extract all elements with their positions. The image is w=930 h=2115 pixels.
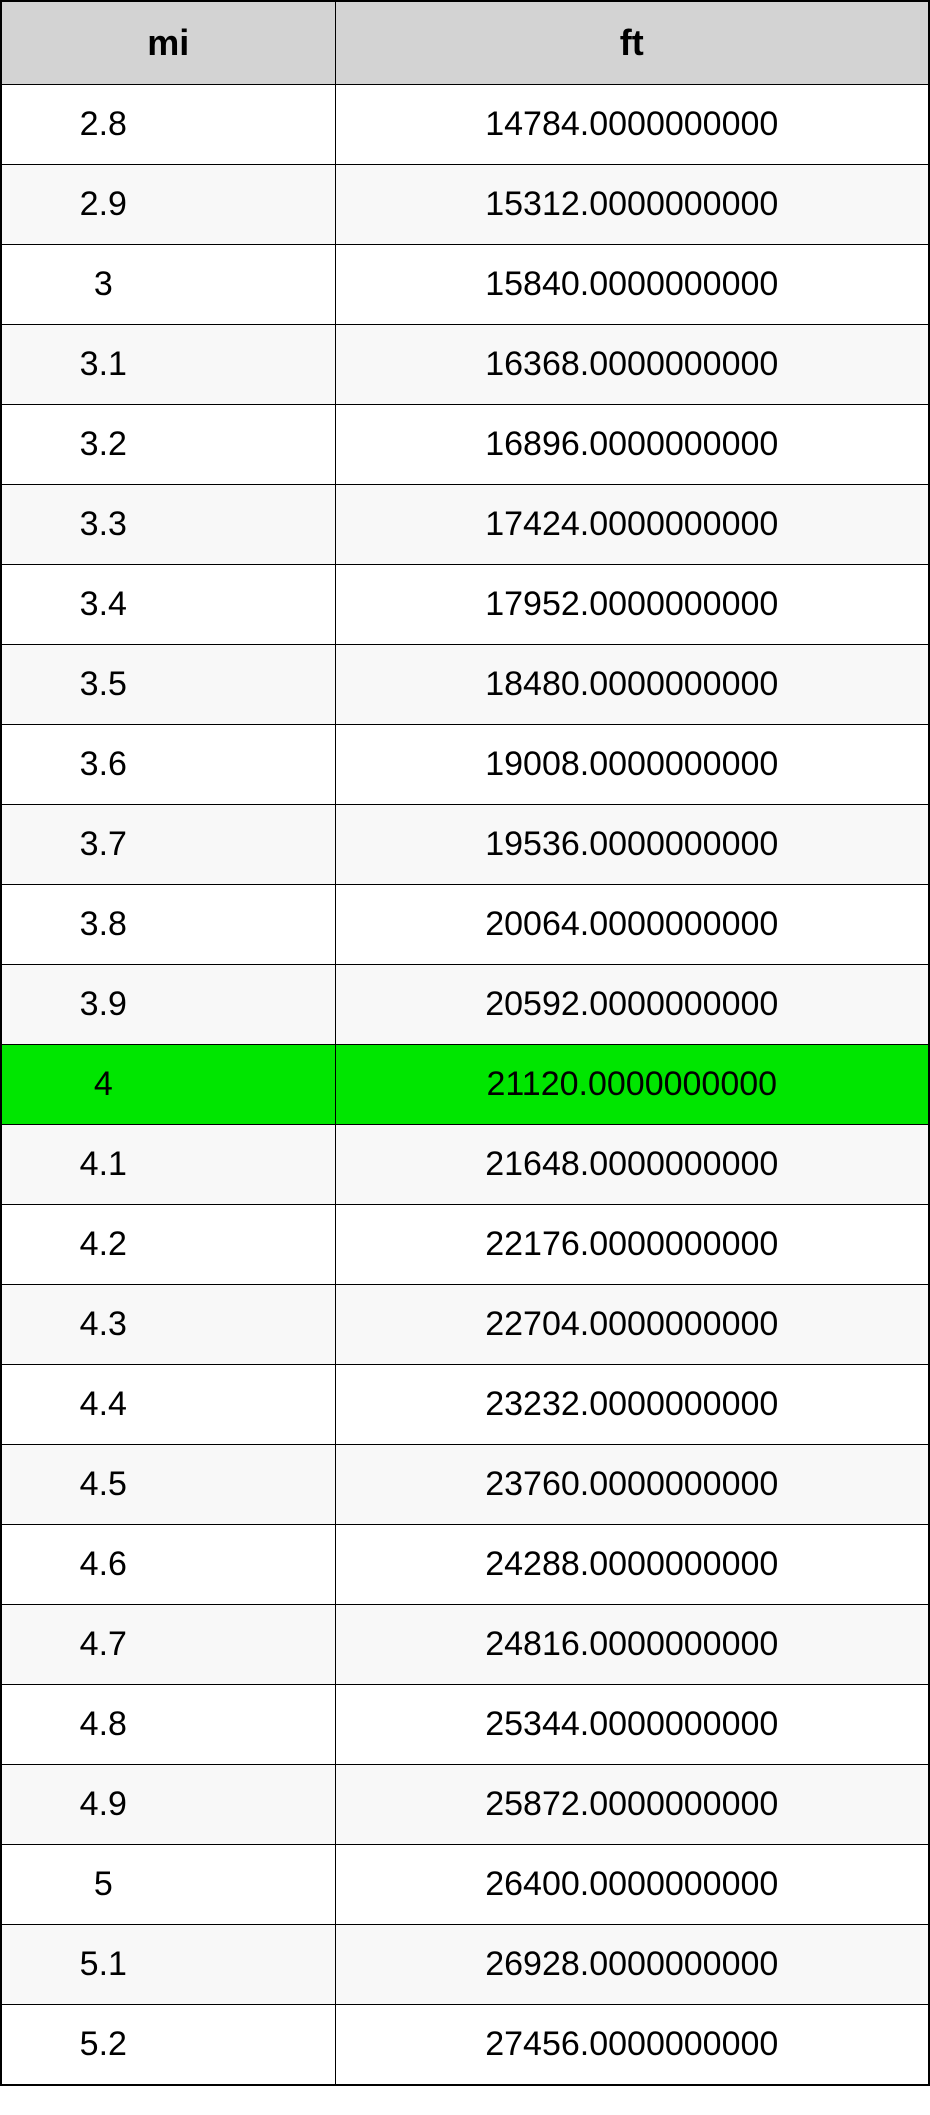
table-row: 4.121648.0000000000 <box>1 1125 929 1205</box>
cell-ft: 20064.0000000000 <box>335 885 929 965</box>
table-row: 5.227456.0000000000 <box>1 2005 929 2086</box>
table-row: 4.222176.0000000000 <box>1 1205 929 1285</box>
cell-mi: 4.2 <box>1 1205 335 1285</box>
cell-ft: 26400.0000000000 <box>335 1845 929 1925</box>
table-row: 3.820064.0000000000 <box>1 885 929 965</box>
cell-ft: 17424.0000000000 <box>335 485 929 565</box>
table-row: 2.915312.0000000000 <box>1 165 929 245</box>
cell-ft: 23232.0000000000 <box>335 1365 929 1445</box>
cell-mi: 3.9 <box>1 965 335 1045</box>
cell-mi: 4.7 <box>1 1605 335 1685</box>
table-row: 315840.0000000000 <box>1 245 929 325</box>
cell-mi: 4.1 <box>1 1125 335 1205</box>
table-row: 3.719536.0000000000 <box>1 805 929 885</box>
table-row: 421120.0000000000 <box>1 1045 929 1125</box>
cell-ft: 24816.0000000000 <box>335 1605 929 1685</box>
cell-ft: 16896.0000000000 <box>335 405 929 485</box>
table-row: 3.518480.0000000000 <box>1 645 929 725</box>
table-row: 526400.0000000000 <box>1 1845 929 1925</box>
cell-mi: 3.2 <box>1 405 335 485</box>
cell-mi: 4.5 <box>1 1445 335 1525</box>
table-row: 4.523760.0000000000 <box>1 1445 929 1525</box>
cell-mi: 3 <box>1 245 335 325</box>
cell-mi: 5.2 <box>1 2005 335 2086</box>
table-row: 3.317424.0000000000 <box>1 485 929 565</box>
cell-mi: 4.4 <box>1 1365 335 1445</box>
cell-mi: 3.3 <box>1 485 335 565</box>
cell-ft: 22704.0000000000 <box>335 1285 929 1365</box>
column-header-ft: ft <box>335 1 929 85</box>
table-row: 4.825344.0000000000 <box>1 1685 929 1765</box>
table-row: 3.116368.0000000000 <box>1 325 929 405</box>
table-row: 4.724816.0000000000 <box>1 1605 929 1685</box>
table-row: 4.322704.0000000000 <box>1 1285 929 1365</box>
cell-mi: 2.9 <box>1 165 335 245</box>
cell-ft: 23760.0000000000 <box>335 1445 929 1525</box>
cell-mi: 3.6 <box>1 725 335 805</box>
cell-mi: 3.8 <box>1 885 335 965</box>
table-header: mi ft <box>1 1 929 85</box>
cell-ft: 19008.0000000000 <box>335 725 929 805</box>
cell-ft: 25344.0000000000 <box>335 1685 929 1765</box>
cell-mi: 3.5 <box>1 645 335 725</box>
cell-mi: 2.8 <box>1 85 335 165</box>
cell-ft: 16368.0000000000 <box>335 325 929 405</box>
cell-ft: 24288.0000000000 <box>335 1525 929 1605</box>
table-row: 3.619008.0000000000 <box>1 725 929 805</box>
cell-ft: 20592.0000000000 <box>335 965 929 1045</box>
table-row: 3.216896.0000000000 <box>1 405 929 485</box>
cell-mi: 3.7 <box>1 805 335 885</box>
cell-ft: 21648.0000000000 <box>335 1125 929 1205</box>
cell-ft: 15840.0000000000 <box>335 245 929 325</box>
cell-ft: 17952.0000000000 <box>335 565 929 645</box>
cell-ft: 18480.0000000000 <box>335 645 929 725</box>
cell-ft: 14784.0000000000 <box>335 85 929 165</box>
table-row: 3.417952.0000000000 <box>1 565 929 645</box>
conversion-table: mi ft 2.814784.00000000002.915312.000000… <box>0 0 930 2086</box>
table-row: 2.814784.0000000000 <box>1 85 929 165</box>
cell-ft: 22176.0000000000 <box>335 1205 929 1285</box>
cell-mi: 4.6 <box>1 1525 335 1605</box>
table-row: 4.423232.0000000000 <box>1 1365 929 1445</box>
table-row: 3.920592.0000000000 <box>1 965 929 1045</box>
cell-mi: 4.8 <box>1 1685 335 1765</box>
cell-ft: 25872.0000000000 <box>335 1765 929 1845</box>
cell-ft: 27456.0000000000 <box>335 2005 929 2086</box>
cell-mi: 5.1 <box>1 1925 335 2005</box>
cell-ft: 15312.0000000000 <box>335 165 929 245</box>
table-row: 4.624288.0000000000 <box>1 1525 929 1605</box>
cell-mi: 4.3 <box>1 1285 335 1365</box>
table-body: 2.814784.00000000002.915312.000000000031… <box>1 85 929 2086</box>
cell-ft: 19536.0000000000 <box>335 805 929 885</box>
cell-ft: 21120.0000000000 <box>335 1045 929 1125</box>
cell-mi: 3.4 <box>1 565 335 645</box>
cell-mi: 4 <box>1 1045 335 1125</box>
cell-ft: 26928.0000000000 <box>335 1925 929 2005</box>
cell-mi: 5 <box>1 1845 335 1925</box>
column-header-mi: mi <box>1 1 335 85</box>
table-row: 5.126928.0000000000 <box>1 1925 929 2005</box>
cell-mi: 4.9 <box>1 1765 335 1845</box>
cell-mi: 3.1 <box>1 325 335 405</box>
table-row: 4.925872.0000000000 <box>1 1765 929 1845</box>
